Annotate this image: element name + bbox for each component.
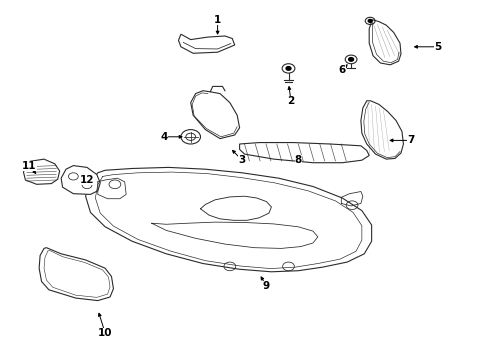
Polygon shape [23,159,60,184]
Polygon shape [239,143,368,163]
Circle shape [367,19,371,22]
Text: 3: 3 [238,155,245,165]
Text: 7: 7 [406,135,414,145]
Text: 1: 1 [214,15,221,25]
Polygon shape [39,248,113,301]
Text: 8: 8 [294,155,301,165]
Circle shape [285,67,290,70]
Text: 4: 4 [160,132,167,142]
Text: 6: 6 [338,65,345,75]
Polygon shape [85,167,371,272]
Text: 10: 10 [98,328,112,338]
Polygon shape [61,166,100,194]
Polygon shape [360,101,403,159]
Polygon shape [178,34,234,53]
Text: 11: 11 [22,161,37,171]
Text: 12: 12 [80,175,94,185]
Text: 2: 2 [287,96,294,106]
Text: 5: 5 [433,42,440,52]
Text: 9: 9 [263,281,269,291]
Circle shape [348,58,353,61]
Polygon shape [190,91,239,139]
Polygon shape [368,20,400,65]
